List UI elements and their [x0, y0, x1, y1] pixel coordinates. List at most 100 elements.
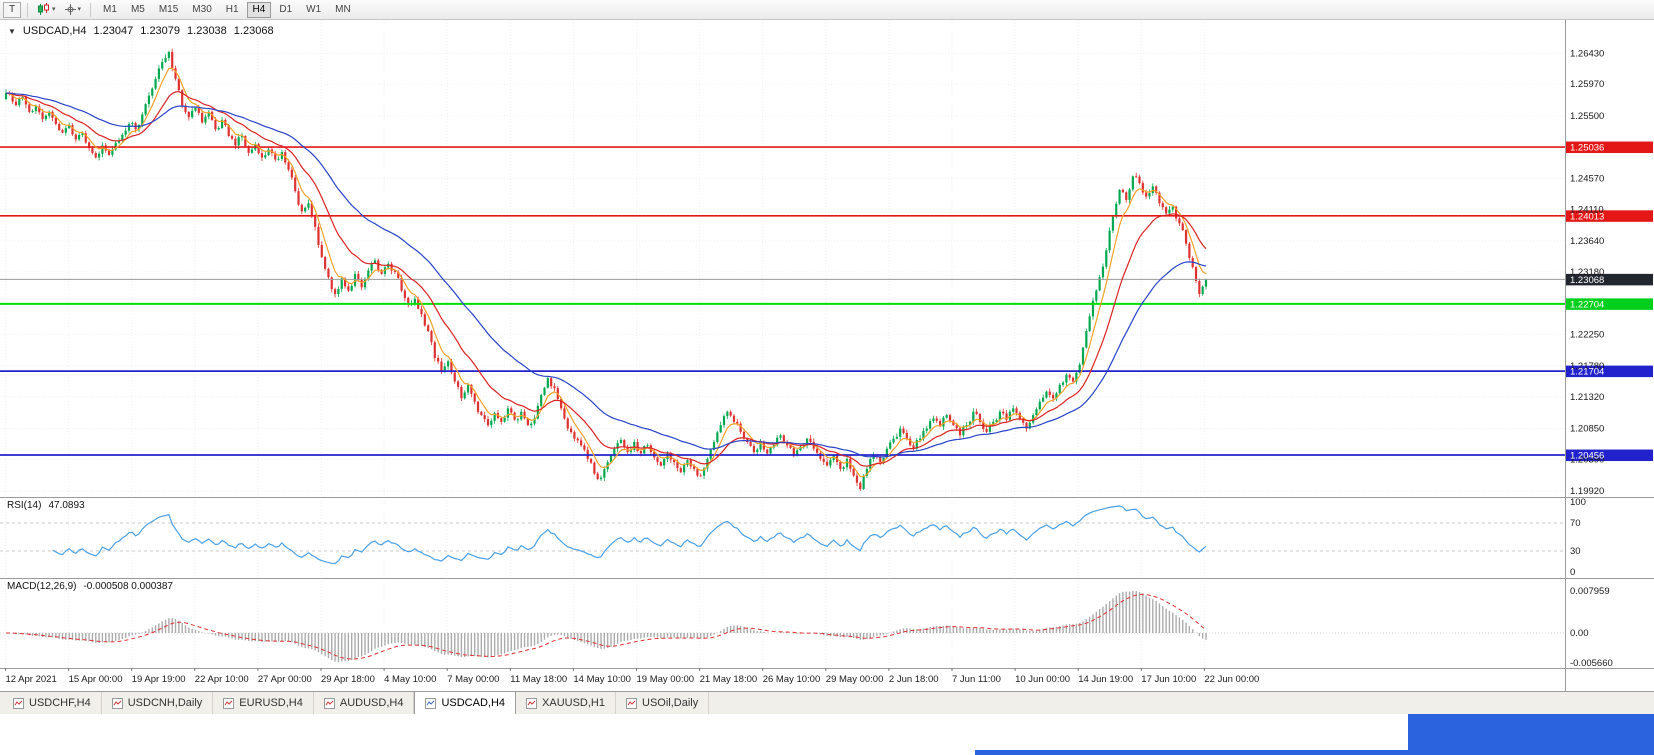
tab-label: USOil,Daily — [642, 697, 699, 709]
price-chart-canvas[interactable]: 1.26430 1.25970 1.25500 1.24570 1.24110 1.236… — [0, 20, 1654, 691]
tab-usoil-daily[interactable]: USOil,Daily — [616, 692, 710, 714]
svg-text:0.007959: 0.007959 — [1570, 586, 1610, 597]
svg-text:1.26430: 1.26430 — [1570, 48, 1604, 59]
mini-chart-icon — [111, 697, 123, 709]
chart-type-button[interactable]: ▾ — [34, 2, 59, 17]
timeframe-d1-button[interactable]: D1 — [273, 2, 298, 18]
chart-tab-bar: USDCHF,H4 USDCNH,Daily EURUSD,H4 AUDUSD,… — [0, 691, 1654, 714]
svg-text:1.24013: 1.24013 — [1570, 211, 1604, 222]
svg-text:1.20456: 1.20456 — [1570, 451, 1604, 462]
tab-usdchf-h4[interactable]: USDCHF,H4 — [3, 692, 102, 714]
taskbar-fragment — [1408, 714, 1654, 755]
svg-text:1.20850: 1.20850 — [1570, 424, 1604, 435]
svg-text:1.23068: 1.23068 — [1570, 275, 1604, 286]
rsi-indicator-label: RSI(14) 47.0893 — [7, 500, 85, 511]
mini-chart-icon — [626, 697, 637, 709]
chart-ohlc-header: ▼ USDCAD,H4 1.23047 1.23079 1.23038 1.23… — [8, 25, 274, 37]
crosshair-icon — [64, 4, 76, 15]
mini-chart-icon — [323, 697, 335, 709]
toolbar-separator — [90, 2, 92, 17]
macd-name: MACD(12,26,9) — [7, 581, 77, 592]
candlestick-icon — [38, 3, 49, 15]
svg-text:19 May 00:00: 19 May 00:00 — [637, 674, 695, 685]
timeframe-m5-button[interactable]: M5 — [125, 2, 151, 18]
candles-layer — [4, 48, 1208, 492]
open-value: 1.23047 — [93, 25, 134, 37]
toolbar-handle-button[interactable]: T — [3, 1, 21, 18]
svg-text:1.24110: 1.24110 — [1570, 204, 1604, 215]
tab-usdcnh-daily[interactable]: USDCNH,Daily — [102, 692, 214, 714]
timeframe-toolbar: T ▾ ▾ M1 M5 M15 M30 H1 H4 D1 W1 MN — [0, 0, 1654, 20]
svg-text:14 May 10:00: 14 May 10:00 — [573, 674, 631, 685]
svg-text:1.20390: 1.20390 — [1570, 454, 1604, 465]
tab-eurusd-h4[interactable]: EURUSD,H4 — [213, 692, 314, 714]
svg-text:1.22250: 1.22250 — [1570, 329, 1604, 340]
svg-text:1.23180: 1.23180 — [1570, 267, 1604, 278]
timeframe-mn-button[interactable]: MN — [329, 2, 357, 18]
svg-text:0.00: 0.00 — [1570, 628, 1589, 639]
rsi-name: RSI(14) — [7, 500, 42, 511]
rsi-layer — [0, 505, 1565, 565]
svg-text:21 May 18:00: 21 May 18:00 — [700, 674, 758, 685]
levels-layer — [0, 146, 1565, 456]
timeframe-w1-button[interactable]: W1 — [300, 2, 327, 18]
tab-usdcad-h4[interactable]: USDCAD,H4 — [414, 692, 517, 714]
svg-text:1.19920: 1.19920 — [1570, 486, 1604, 497]
chevron-down-icon: ▾ — [52, 6, 56, 13]
tab-audusd-h4[interactable]: AUDUSD,H4 — [314, 692, 415, 714]
svg-text:15 Apr 00:00: 15 Apr 00:00 — [69, 674, 123, 685]
svg-text:17 Jun 10:00: 17 Jun 10:00 — [1141, 674, 1196, 685]
svg-text:19 Apr 19:00: 19 Apr 19:00 — [132, 674, 186, 685]
rsi-value: 47.0893 — [48, 500, 85, 511]
svg-text:30: 30 — [1570, 546, 1581, 557]
tab-label: AUDUSD,H4 — [339, 697, 404, 709]
svg-text:1.25036: 1.25036 — [1570, 143, 1604, 154]
tab-label: XAUUSD,H1 — [542, 697, 605, 709]
chevron-down-icon: ▾ — [77, 6, 82, 13]
timeframe-m30-button[interactable]: M30 — [186, 2, 217, 18]
high-value: 1.23079 — [140, 25, 181, 37]
timeframe-m15-button[interactable]: M15 — [153, 2, 184, 18]
svg-text:22 Jun 00:00: 22 Jun 00:00 — [1204, 674, 1259, 685]
tab-xauusd-h1[interactable]: XAUUSD,H1 — [516, 692, 616, 714]
timeframe-m1-button[interactable]: M1 — [97, 2, 123, 18]
macd-indicator-label: MACD(12,26,9) -0.000508 0.000387 — [7, 581, 173, 592]
svg-text:-0.005660: -0.005660 — [1570, 658, 1613, 669]
tab-label: EURUSD,H4 — [239, 697, 303, 709]
timeframe-h1-button[interactable]: H1 — [220, 2, 245, 18]
svg-text:14 Jun 19:00: 14 Jun 19:00 — [1078, 674, 1133, 685]
svg-text:1.21780: 1.21780 — [1570, 361, 1604, 372]
moving-averages-layer — [5, 67, 1207, 478]
tab-label: USDCHF,H4 — [29, 697, 91, 709]
svg-text:2 Jun 18:00: 2 Jun 18:00 — [889, 674, 939, 685]
low-value: 1.23038 — [187, 25, 227, 37]
svg-text:1.25970: 1.25970 — [1570, 79, 1604, 90]
svg-text:29 Apr 18:00: 29 Apr 18:00 — [321, 674, 375, 685]
crosshair-tool-button[interactable]: ▾ — [61, 2, 85, 17]
symbol-label: USDCAD,H4 — [22, 25, 87, 37]
toolbar-separator — [27, 2, 28, 17]
collapse-triangle-icon[interactable]: ▼ — [8, 26, 16, 36]
svg-text:1.21320: 1.21320 — [1570, 392, 1604, 403]
svg-text:11 May 18:00: 11 May 18:00 — [510, 674, 567, 685]
timeframe-h4-button[interactable]: H4 — [246, 1, 272, 18]
taskbar-edge — [975, 750, 1412, 755]
svg-text:10 Jun 00:00: 10 Jun 00:00 — [1015, 674, 1070, 685]
axes-layer — [0, 20, 1654, 691]
svg-text:22 Apr 10:00: 22 Apr 10:00 — [195, 674, 249, 685]
svg-text:26 May 10:00: 26 May 10:00 — [763, 674, 821, 685]
close-value: 1.23068 — [233, 25, 274, 37]
svg-text:1.21704: 1.21704 — [1570, 367, 1604, 378]
mini-chart-icon — [13, 697, 24, 709]
svg-text:1.25500: 1.25500 — [1570, 111, 1604, 122]
desktop-strip — [0, 714, 1654, 755]
svg-text:70: 70 — [1570, 518, 1581, 529]
tab-label: USDCAD,H4 — [441, 697, 506, 709]
mini-chart-icon — [425, 697, 437, 709]
svg-text:7 May 00:00: 7 May 00:00 — [447, 674, 499, 685]
grid-layer — [0, 20, 1565, 668]
svg-text:27 Apr 00:00: 27 Apr 00:00 — [258, 674, 312, 685]
mini-chart-icon — [223, 697, 235, 709]
svg-text:1.22704: 1.22704 — [1570, 299, 1604, 310]
svg-text:0: 0 — [1570, 567, 1575, 578]
